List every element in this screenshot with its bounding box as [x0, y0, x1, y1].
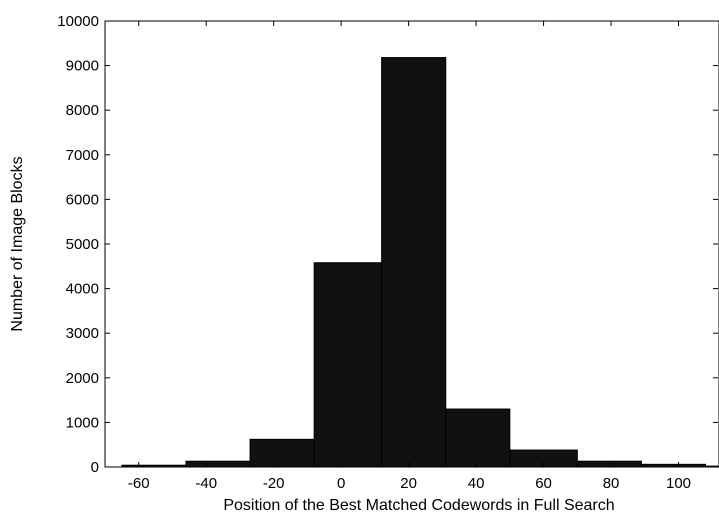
x-tick-label-0: -60: [128, 475, 150, 492]
y-tick-label-10: 10000: [57, 13, 99, 30]
x-tick-label-3: 0: [337, 475, 345, 492]
x-tick-labels: -60 -40 -20 0 20 40 60 80 100: [128, 475, 691, 492]
y-tick-labels: 0 1000 2000 3000 4000 5000 6000 7000 8000 9000 100…: [57, 13, 99, 476]
y-tick-label-1: 1000: [66, 414, 99, 431]
y-tick-label-8: 8000: [66, 102, 99, 119]
y-tick-label-6: 6000: [66, 191, 99, 208]
x-tick-label-7: 80: [603, 475, 620, 492]
histogram-bar-7: [576, 460, 642, 468]
y-axis-title: Number of Image Blocks: [9, 156, 26, 331]
y-tick-label-9: 9000: [66, 58, 99, 75]
y-tick-label-5: 5000: [66, 236, 99, 253]
x-tick-label-6: 60: [535, 475, 552, 492]
x-tick-label-1: -40: [195, 475, 217, 492]
x-tick-label-8: 100: [666, 475, 691, 492]
y-tick-label-4: 4000: [66, 281, 99, 298]
histogram-bar-2: [249, 438, 315, 468]
x-tick-label-5: 40: [468, 475, 485, 492]
x-axis-title: Position of the Best Matched Codewords i…: [223, 497, 614, 514]
histogram-bar-3: [313, 262, 383, 468]
histogram-bar-4: [381, 57, 447, 468]
y-tick-label-3: 3000: [66, 325, 99, 342]
histogram-bar-5: [445, 408, 511, 468]
x-tick-label-4: 20: [400, 475, 417, 492]
y-tick-label-2: 2000: [66, 370, 99, 387]
histogram-bar-1: [185, 460, 251, 468]
bars-layer: [121, 57, 719, 468]
x-tick-label-2: -20: [263, 475, 285, 492]
y-tick-label-0: 0: [91, 459, 99, 476]
ticks-layer: [105, 20, 718, 468]
y-tick-label-7: 7000: [66, 147, 99, 164]
